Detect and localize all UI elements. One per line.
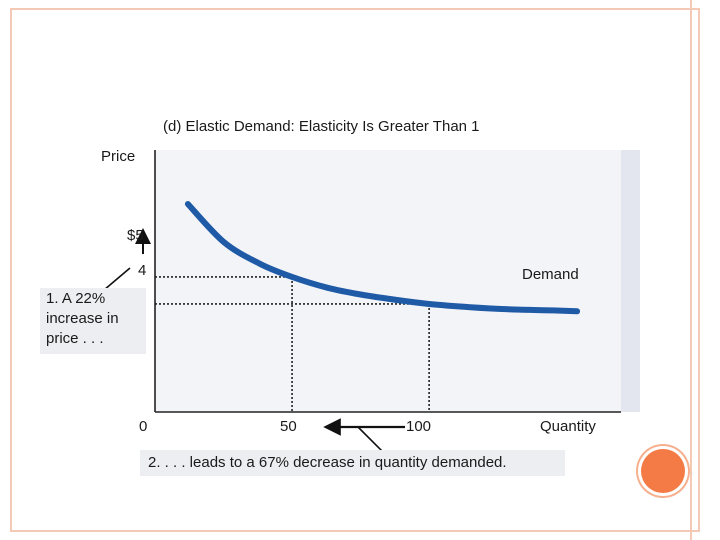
- slide-right-rule: [690, 0, 692, 540]
- chart-title: (d) Elastic Demand: Elasticity Is Greate…: [163, 118, 480, 135]
- x-axis-label: Quantity: [540, 418, 596, 435]
- y-axis-label: Price: [101, 148, 136, 165]
- demand-curve: [184, 201, 581, 315]
- y-tick-label-5: $5: [127, 227, 144, 244]
- quantity-callout-pointer: [357, 426, 384, 453]
- x-tick-label-100: 100: [406, 418, 432, 435]
- price-increase-callout: 1. A 22% increase in price . . .: [40, 288, 146, 354]
- series-label-demand: Demand: [522, 266, 579, 283]
- price-callout-pointer: [103, 267, 131, 291]
- x-tick-label-50: 50: [280, 418, 297, 435]
- y-tick-label-4: 4: [138, 262, 147, 279]
- plot-area: [155, 150, 621, 412]
- origin-label: 0: [139, 418, 148, 435]
- slide-border: [10, 8, 700, 532]
- decorative-circle: [641, 449, 685, 493]
- quantity-decrease-callout: 2. . . . leads to a 67% decrease in quan…: [140, 450, 565, 476]
